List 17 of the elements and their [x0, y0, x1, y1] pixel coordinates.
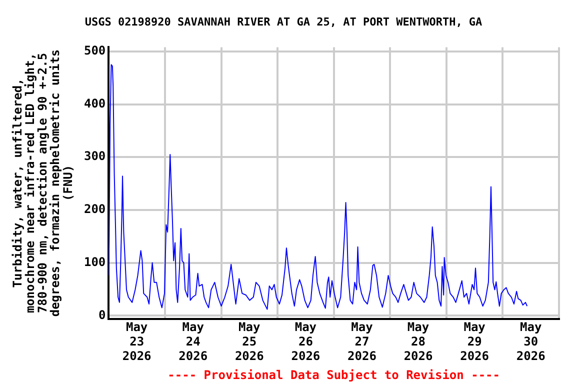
x-tick-label: May 23 2026 [122, 320, 152, 363]
y-axis-title: Turbidity, water, unfiltered, monochrome near infra-red LED light, 780-900 nm, detection angle 90 +-2.5 degrees, formazin nephelometric units (FNU) [10, 49, 75, 317]
y-tick-label: 200 [84, 202, 106, 216]
x-tick-label: May 28 2026 [404, 320, 433, 363]
text: ---- Provisional Data Subject to Revision ---- [168, 368, 500, 382]
y-tick-label: 400 [84, 96, 106, 110]
x-tick-label: May 29 2026 [460, 320, 490, 363]
y-tick-label: 500 [84, 44, 106, 58]
x-tick-label: May 30 2026 [516, 320, 546, 363]
y-tick-label: 300 [84, 149, 106, 164]
x-tick-label: May 25 2026 [234, 320, 264, 363]
x-tick-label: May 26 2026 [291, 320, 320, 363]
x-tick-label: May 27 2026 [348, 320, 376, 363]
y-tick-label: 0 [98, 308, 106, 322]
y-tick-label: 100 [84, 254, 106, 269]
chart-title: USGS 02198920 SAVANNAH RIVER AT GA 25, AT PORT WENTWORTH, GA [84, 15, 483, 28]
x-tick-label: May 24 2026 [178, 320, 208, 363]
